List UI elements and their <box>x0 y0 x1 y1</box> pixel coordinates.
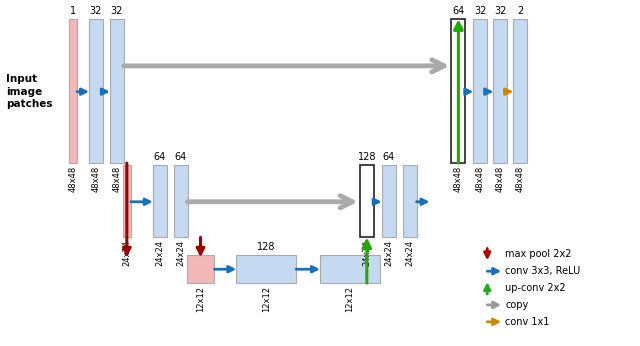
Bar <box>493 19 507 163</box>
Bar <box>187 255 214 283</box>
Text: 1: 1 <box>70 6 76 16</box>
Text: 2: 2 <box>517 6 524 16</box>
Text: 48x48: 48x48 <box>516 166 525 192</box>
Text: 32: 32 <box>474 6 486 16</box>
Text: 48x48: 48x48 <box>113 166 122 192</box>
Bar <box>110 19 124 163</box>
Text: 32: 32 <box>494 6 506 16</box>
Bar <box>320 255 380 283</box>
Text: 64: 64 <box>452 6 465 16</box>
Text: 48x48: 48x48 <box>68 166 77 192</box>
Bar <box>69 19 77 163</box>
Text: Input
image
patches: Input image patches <box>6 74 53 109</box>
Text: 24x24: 24x24 <box>384 240 393 266</box>
Bar <box>123 165 131 237</box>
Text: copy: copy <box>505 300 529 310</box>
Bar <box>236 255 296 283</box>
Text: 64: 64 <box>175 152 187 162</box>
Bar <box>513 19 527 163</box>
Bar <box>360 165 374 237</box>
Text: 24x24: 24x24 <box>176 240 185 266</box>
Text: 24x24: 24x24 <box>362 240 371 266</box>
Text: conv 1x1: conv 1x1 <box>505 317 550 327</box>
Text: max pool 2x2: max pool 2x2 <box>505 249 572 260</box>
Text: 48x48: 48x48 <box>92 166 100 192</box>
Text: 128: 128 <box>358 152 376 162</box>
Bar <box>173 165 188 237</box>
Text: up-conv 2x2: up-conv 2x2 <box>505 283 566 293</box>
Text: 128: 128 <box>257 242 275 252</box>
Text: 64: 64 <box>383 152 395 162</box>
Bar <box>474 19 487 163</box>
Bar <box>89 19 103 163</box>
Text: conv 3x3, ReLU: conv 3x3, ReLU <box>505 266 580 276</box>
Text: 12x12: 12x12 <box>262 286 271 312</box>
Text: 12x12: 12x12 <box>196 286 205 312</box>
Text: 12x12: 12x12 <box>346 286 355 312</box>
Bar <box>451 19 465 163</box>
Text: 24x24: 24x24 <box>155 240 164 266</box>
Text: 64: 64 <box>154 152 166 162</box>
Bar <box>153 165 166 237</box>
Text: 32: 32 <box>111 6 123 16</box>
Text: 24x24: 24x24 <box>405 240 414 266</box>
Text: 48x48: 48x48 <box>476 166 485 192</box>
Text: 24x24: 24x24 <box>122 240 131 266</box>
Bar <box>381 165 396 237</box>
Text: 48x48: 48x48 <box>454 166 463 192</box>
Text: 32: 32 <box>90 6 102 16</box>
Text: 48x48: 48x48 <box>496 166 505 192</box>
Bar <box>403 165 417 237</box>
